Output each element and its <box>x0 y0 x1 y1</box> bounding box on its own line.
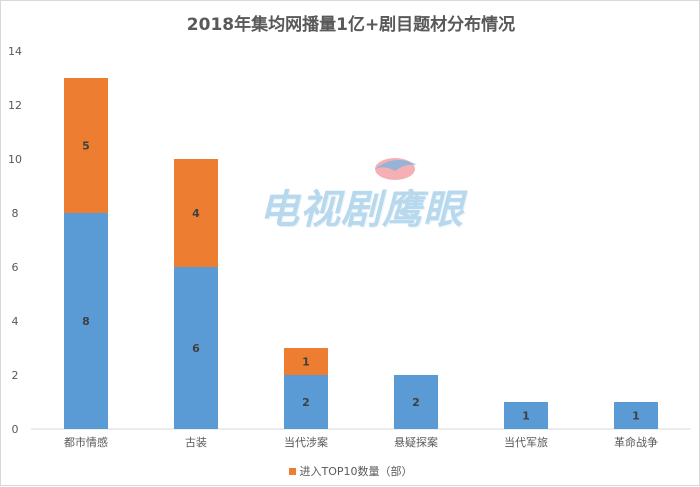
legend-label-top10: 进入TOP10数量（部） <box>299 465 413 478</box>
data-label: 1 <box>522 410 530 423</box>
legend-swatch-top10 <box>289 468 297 475</box>
data-label: 2 <box>412 396 420 409</box>
data-label: 6 <box>192 342 200 355</box>
bar-segment-orange <box>174 159 218 267</box>
data-label: 1 <box>632 410 640 423</box>
bar-segment-orange <box>284 348 328 375</box>
y-tick-label: 6 <box>12 261 19 274</box>
data-label: 4 <box>192 207 200 220</box>
legend: 进入TOP10数量（部） <box>1 463 700 479</box>
bar-segment-blue <box>174 267 218 429</box>
x-category-label: 革命战争 <box>614 435 658 449</box>
y-tick-label: 8 <box>12 207 19 220</box>
x-category-label: 当代军旅 <box>504 435 548 449</box>
y-tick-label: 0 <box>12 423 19 436</box>
chart-title: 2018年集均网播量1亿+剧目题材分布情况 <box>186 15 516 35</box>
bar-segment-blue <box>394 375 438 429</box>
data-label: 5 <box>82 140 90 153</box>
y-tick-label: 12 <box>8 99 22 112</box>
data-label: 1 <box>302 356 310 369</box>
bar-segment-blue <box>284 375 328 429</box>
y-tick-label: 10 <box>8 153 22 166</box>
x-category-label: 古装 <box>185 436 207 449</box>
data-label: 2 <box>302 396 310 409</box>
bar-segment-blue <box>64 213 108 429</box>
x-category-label: 悬疑探案 <box>394 435 438 449</box>
x-category-label: 都市情感 <box>64 435 108 449</box>
y-tick-label: 2 <box>12 369 19 382</box>
x-category-label: 当代涉案 <box>284 435 328 449</box>
bar-segment-blue <box>504 402 548 429</box>
bar-segment-blue <box>614 402 658 429</box>
data-label: 8 <box>82 315 90 328</box>
y-tick-label: 4 <box>12 315 19 328</box>
y-tick-label: 14 <box>8 45 22 58</box>
bar-segment-orange <box>64 78 108 213</box>
